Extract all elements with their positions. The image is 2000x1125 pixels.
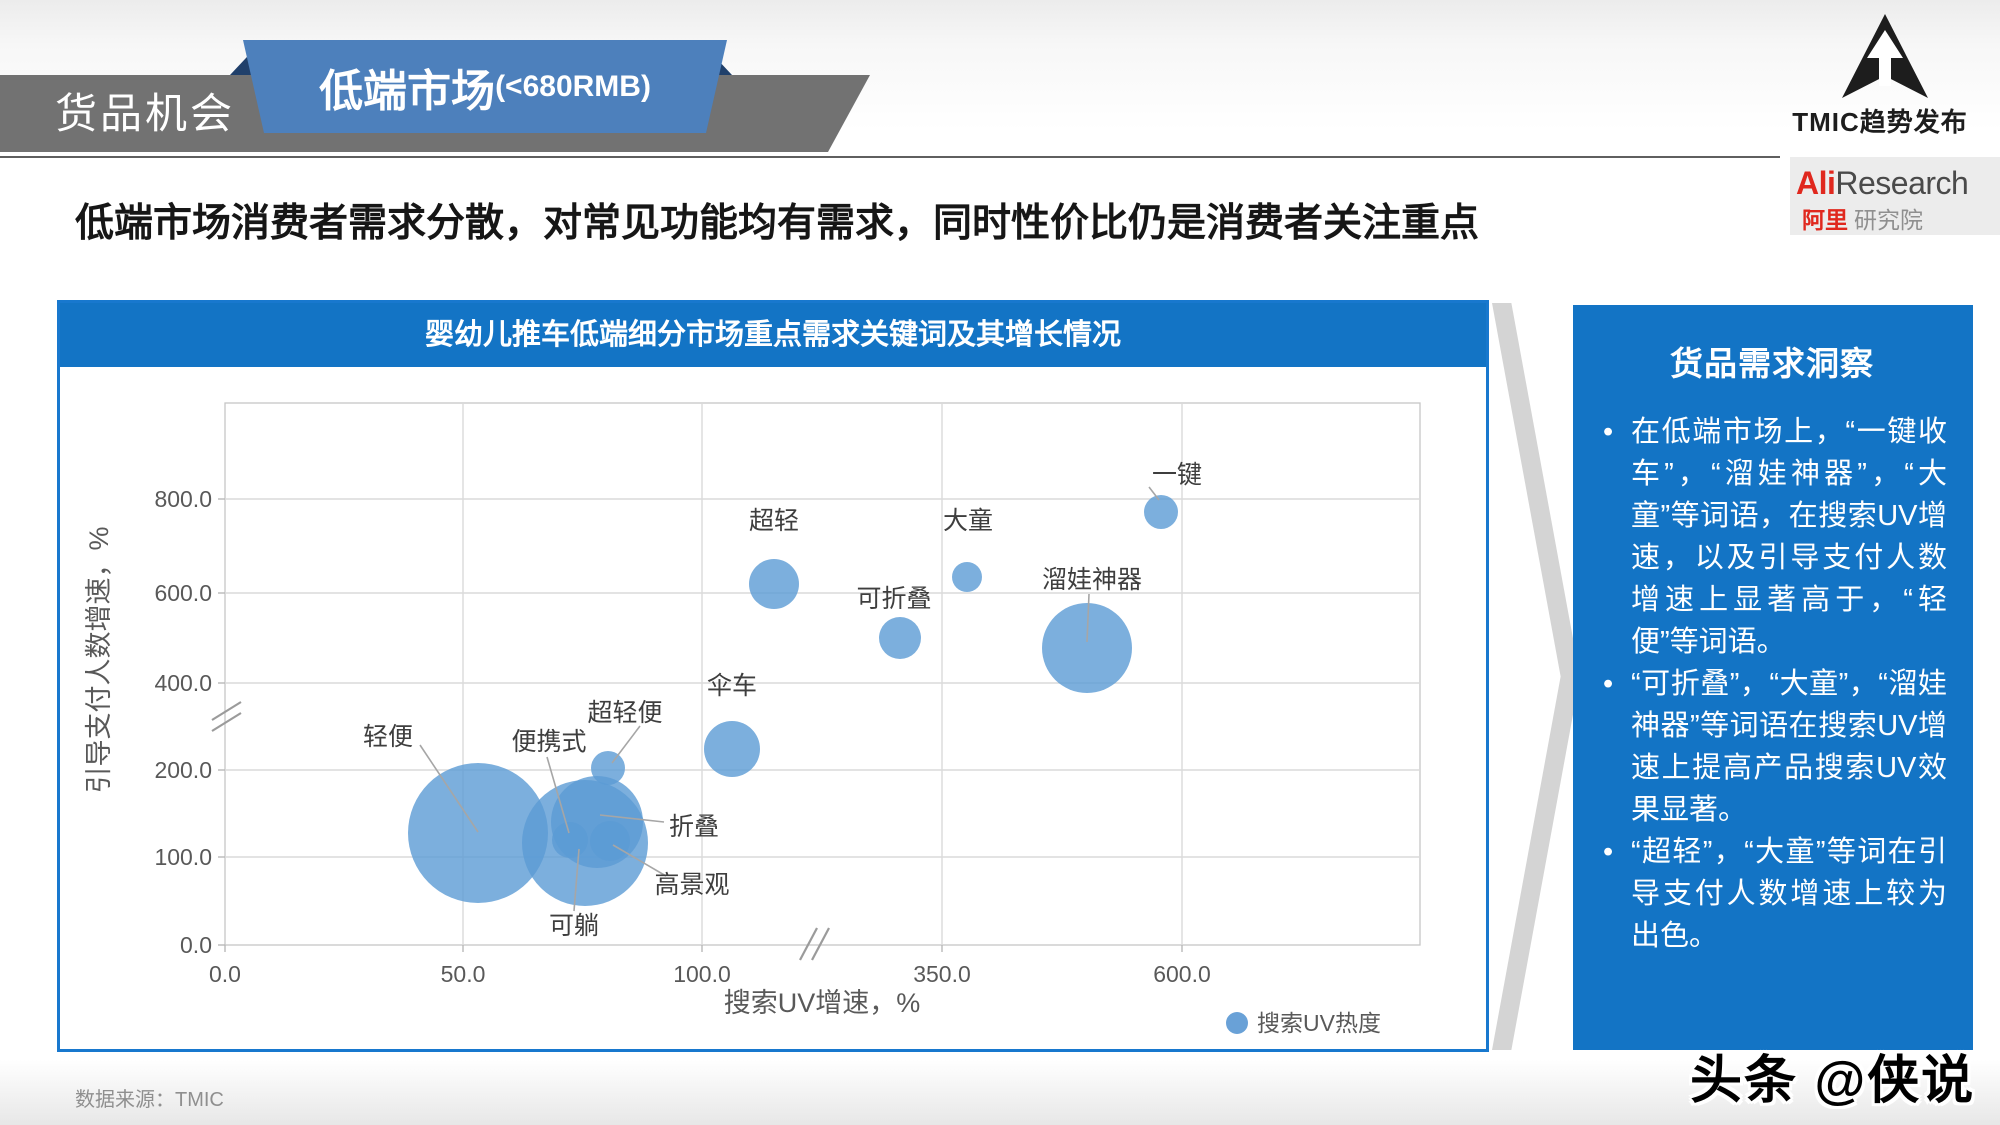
point-label-高景观: 高景观 [654, 871, 729, 899]
x-axis-break-mark [799, 927, 818, 961]
point-label-可折叠: 可折叠 [856, 585, 931, 613]
bubble-可折叠 [879, 617, 921, 659]
bubble-大童 [952, 562, 982, 592]
aliresearch-logo: AliResearch 阿里 研究院 [1790, 157, 2000, 235]
ali-sub-gray: 研究院 [1854, 207, 1923, 233]
leader-line-便携式 [546, 756, 570, 834]
data-source-note: 数据来源：TMIC [75, 1089, 224, 1111]
watermark: 头条 @侠说 [1690, 1052, 1976, 1110]
y-tick-label: 100.0 [154, 844, 212, 870]
point-label-便携式: 便携式 [511, 728, 586, 756]
x-tick-label: 600.0 [1153, 961, 1211, 987]
bubble-一键 [1144, 495, 1178, 529]
y-tick-label: 600.0 [154, 580, 212, 606]
point-label-溜娃神器: 溜娃神器 [1042, 566, 1142, 594]
leader-line-轻便 [419, 744, 479, 833]
y-axis-break-mark [211, 701, 242, 721]
insight-bullet-text: “超轻”，“大童”等词在引导支付人数增速上较为出色。 [1631, 836, 1947, 952]
insight-bullet: • “可折叠”，“大童”，“溜娃神器”等词语在搜索UV增速上提高产品搜索UV效果显… [1597, 663, 1947, 831]
bubble-便携式 [552, 822, 588, 858]
bullet-icon: • [1603, 668, 1614, 700]
page-title: 低端市场消费者需求分散，对常见功能均有需求，同时性价比仍是消费者关注重点 [75, 202, 1480, 245]
bubble-高景观 [590, 821, 630, 861]
point-label-超轻: 超轻 [749, 507, 799, 535]
x-axis-title: 搜索UV增速，% [724, 988, 921, 1018]
aliresearch-chinese: 阿里 研究院 [1802, 201, 1923, 235]
legend-marker [1226, 1012, 1248, 1034]
point-label-伞车: 伞车 [707, 672, 757, 700]
ali-word-gray: Research [1835, 165, 1969, 201]
bubble-超轻便 [591, 751, 625, 785]
point-label-一键: 一键 [1152, 461, 1202, 489]
leader-line-可躺 [573, 848, 580, 912]
chevron-right-arrow [1492, 303, 1580, 1050]
insight-bullet-text: “可折叠”，“大童”，“溜娃神器”等词语在搜索UV增速上提高产品搜索UV效果显著… [1631, 668, 1947, 826]
section-label: 货品机会 [55, 90, 236, 137]
x-tick-label: 350.0 [913, 961, 971, 987]
tmic-caption: TMIC趋势发布 [1792, 107, 1968, 137]
insight-bullet-text: 在低端市场上，“一键收车”，“溜娃神器”，“大童”等词语，在搜索UV增速，以及引… [1631, 416, 1947, 658]
y-axis-title: 引导支付人数增速，% [84, 526, 114, 793]
x-tick-label: 50.0 [441, 961, 486, 987]
point-label-超轻便: 超轻便 [587, 699, 662, 727]
x-tick-label: 0.0 [209, 961, 241, 987]
tmic-logo-arrowhead [1867, 30, 1903, 58]
insight-panel: 货品需求洞察 • 在低端市场上，“一键收车”，“溜娃神器”，“大童”等词语，在搜索… [1573, 305, 1973, 1050]
market-banner: 低端市场 (<680RMB) [243, 40, 727, 133]
y-axis-break-mark [211, 712, 242, 732]
y-tick-label: 400.0 [154, 670, 212, 696]
bubble-伞车 [704, 721, 760, 777]
bullet-icon: • [1603, 836, 1614, 868]
bubble-轻便 [408, 763, 548, 903]
insight-panel-title: 货品需求洞察 [1670, 345, 1874, 382]
bubble-超轻 [749, 559, 799, 609]
x-tick-label: 100.0 [673, 961, 731, 987]
leader-line-折叠 [599, 814, 665, 823]
y-tick-label: 0.0 [180, 932, 212, 958]
point-label-大童: 大童 [943, 507, 993, 535]
tmic-logo-arrowstem [1879, 54, 1891, 86]
leader-line-高景观 [612, 844, 667, 877]
tmic-arrow-logo-icon [1842, 14, 1928, 98]
aliresearch-wordmark: AliResearch [1796, 165, 1969, 202]
chart-title: 婴幼儿推车低端细分市场重点需求关键词及其增长情况 [60, 303, 1486, 367]
banner-suffix: (<680RMB) [495, 69, 651, 103]
x-axis-break-mark [811, 927, 830, 961]
header-divider [0, 156, 1780, 158]
insight-bullet: • “超轻”，“大童”等词在引导支付人数增速上较为出色。 [1597, 831, 1947, 957]
legend-label: 搜索UV热度 [1257, 1010, 1381, 1036]
bubble-溜娃神器 [1042, 603, 1132, 693]
insight-bullet-list: • 在低端市场上，“一键收车”，“溜娃神器”，“大童”等词语，在搜索UV增速，以及… [1597, 411, 1947, 957]
point-label-可躺: 可躺 [549, 912, 599, 940]
leader-line-超轻便 [611, 725, 641, 764]
bubble-chart: 0.0 50.0 100.0 350.0 600.0 0.0 100.0 200.0 400.0… [84, 402, 1421, 1036]
y-tick-label: 200.0 [154, 757, 212, 783]
banner-title: 低端市场 [319, 66, 496, 116]
y-tick-label: 800.0 [154, 486, 212, 512]
bullet-icon: • [1603, 416, 1614, 448]
chart-card: 婴幼儿推车低端细分市场重点需求关键词及其增长情况 0.0 50.0 100.0 350… [57, 300, 1489, 1052]
point-label-折叠: 折叠 [669, 813, 719, 841]
leader-line-溜娃神器 [1086, 593, 1090, 643]
leader-line-一键 [1148, 486, 1160, 501]
ali-sub-red: 阿里 [1802, 207, 1848, 233]
point-label-轻便: 轻便 [363, 723, 413, 751]
insight-bullet: • 在低端市场上，“一键收车”，“溜娃神器”，“大童”等词语，在搜索UV增速，以及… [1597, 411, 1947, 663]
ali-word-red: Ali [1796, 165, 1836, 201]
plot-area [224, 402, 1421, 946]
